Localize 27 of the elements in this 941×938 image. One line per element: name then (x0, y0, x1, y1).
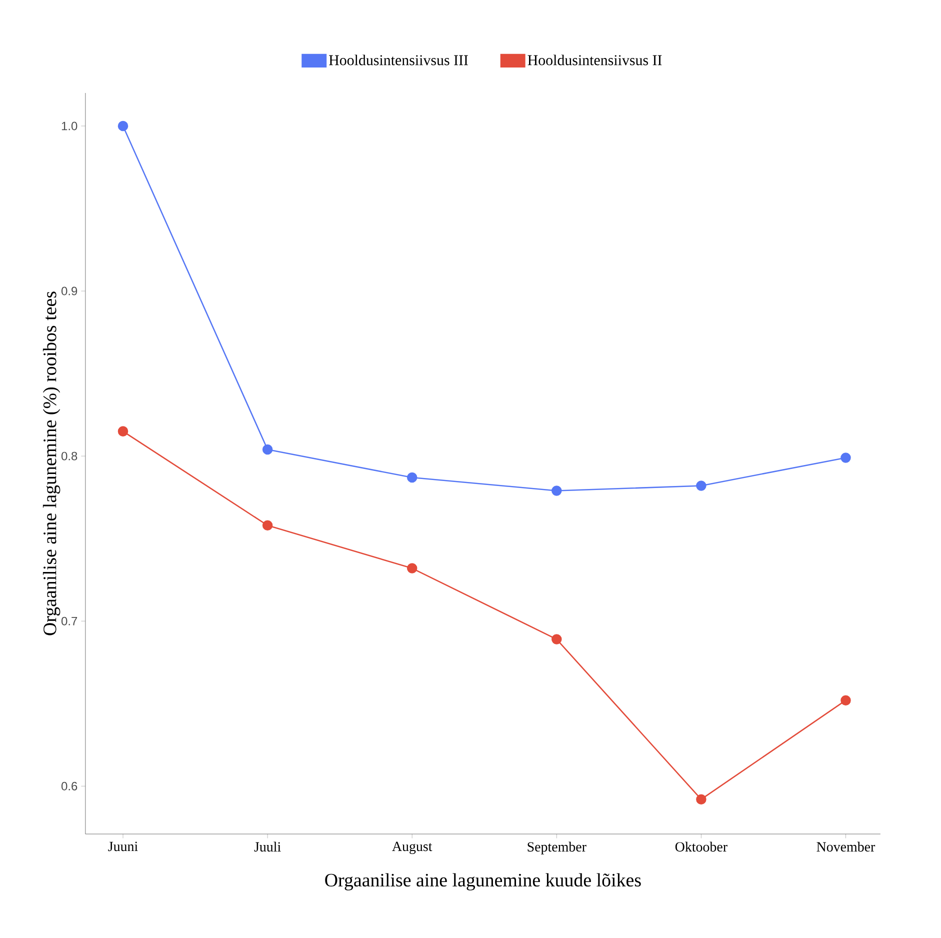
legend-label: Hooldusintensiivsus III (329, 54, 468, 66)
x-tick-label: Oktoober (675, 842, 728, 852)
point (840, 695, 851, 706)
y-tick-label: 1.0 (62, 122, 78, 130)
x-tick-label: August (392, 842, 432, 854)
point (696, 480, 706, 491)
point (552, 634, 562, 644)
x-axis-title: Orgaanilise aine lagunemine kuude lõikes (325, 873, 641, 890)
legend-label: Hooldusintensiivsus II (528, 54, 662, 66)
y-tick-label: 0.9 (61, 286, 78, 296)
point (406, 472, 418, 483)
x-tick-label: November (816, 842, 876, 852)
y-tick-label: 0.8 (61, 452, 78, 460)
point (696, 794, 706, 804)
point (262, 520, 273, 531)
y-axis-title: Orgaanilise aine lagunemine (%) rooibos tees (42, 292, 60, 636)
point (118, 426, 128, 436)
point (552, 486, 562, 496)
point (118, 120, 128, 132)
point (840, 452, 851, 463)
x-tick-label: Juuli (254, 842, 281, 852)
point (262, 444, 273, 455)
x-tick-label: Juuni (108, 842, 138, 852)
y-tick-label: 0.6 (61, 782, 78, 790)
y-tick-label: 0.7 (61, 616, 78, 626)
x-tick-label: September (528, 842, 586, 854)
point (406, 563, 418, 574)
